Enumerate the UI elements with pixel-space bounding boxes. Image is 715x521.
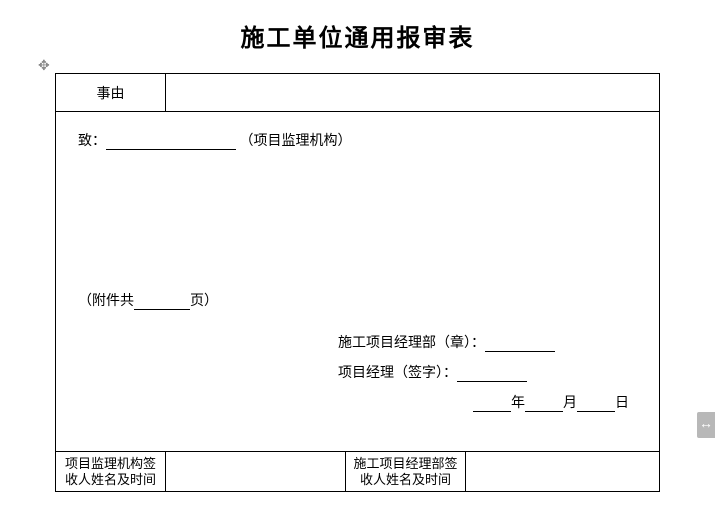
stamp-label: 施工项目经理部（章）： [338, 336, 485, 351]
reason-label-cell: 事由 [56, 74, 166, 112]
day-label: 日 [615, 396, 629, 411]
reason-value-cell[interactable] [166, 74, 660, 112]
footer-row: 项目监理机构签收人姓名及时间 施工项目经理部签收人姓名及时间 [56, 452, 660, 492]
approval-form-table: 事由 致： （项目监理机构） （附件共 页） 施工项目经理部（章）： 项目经理（签… [55, 73, 660, 492]
month-label: 月 [563, 396, 577, 411]
side-arrow-icon[interactable]: ↔ [697, 412, 715, 438]
attach-pages-blank[interactable] [134, 294, 190, 310]
footer-right-blank[interactable] [466, 452, 660, 492]
day-blank[interactable] [577, 396, 615, 412]
pm-sign-label: 项目经理（签字）： [338, 366, 457, 381]
to-prefix: 致： [78, 134, 106, 149]
attach-suffix: 页） [190, 294, 218, 309]
footer-left-label: 项目监理机构签收人姓名及时间 [56, 452, 166, 492]
form-title: 施工单位通用报审表 [55, 18, 660, 53]
month-blank[interactable] [525, 396, 563, 412]
to-line: 致： （项目监理机构） [78, 130, 637, 150]
to-suffix: （项目监理机构） [240, 134, 352, 149]
signature-block: 施工项目经理部（章）： 项目经理（签字）： 年 月 日 [78, 332, 637, 412]
pm-sign-line: 项目经理（签字）： [338, 362, 637, 382]
to-blank[interactable] [106, 134, 236, 150]
reason-row: 事由 [56, 74, 660, 112]
pm-sign-blank[interactable] [457, 366, 527, 382]
year-blank[interactable] [473, 396, 511, 412]
main-content-cell: 致： （项目监理机构） （附件共 页） 施工项目经理部（章）： 项目经理（签字）：… [56, 112, 660, 452]
year-label: 年 [511, 396, 525, 411]
move-handle-icon: ✥ [38, 58, 50, 75]
attach-prefix: （附件共 [78, 294, 134, 309]
footer-right-label: 施工项目经理部签收人姓名及时间 [346, 452, 466, 492]
stamp-blank[interactable] [485, 336, 555, 352]
footer-left-blank[interactable] [166, 452, 346, 492]
main-row: 致： （项目监理机构） （附件共 页） 施工项目经理部（章）： 项目经理（签字）：… [56, 112, 660, 452]
stamp-line: 施工项目经理部（章）： [338, 332, 637, 352]
date-line: 年月日 [338, 392, 637, 412]
attachment-line: （附件共 页） [78, 290, 637, 310]
